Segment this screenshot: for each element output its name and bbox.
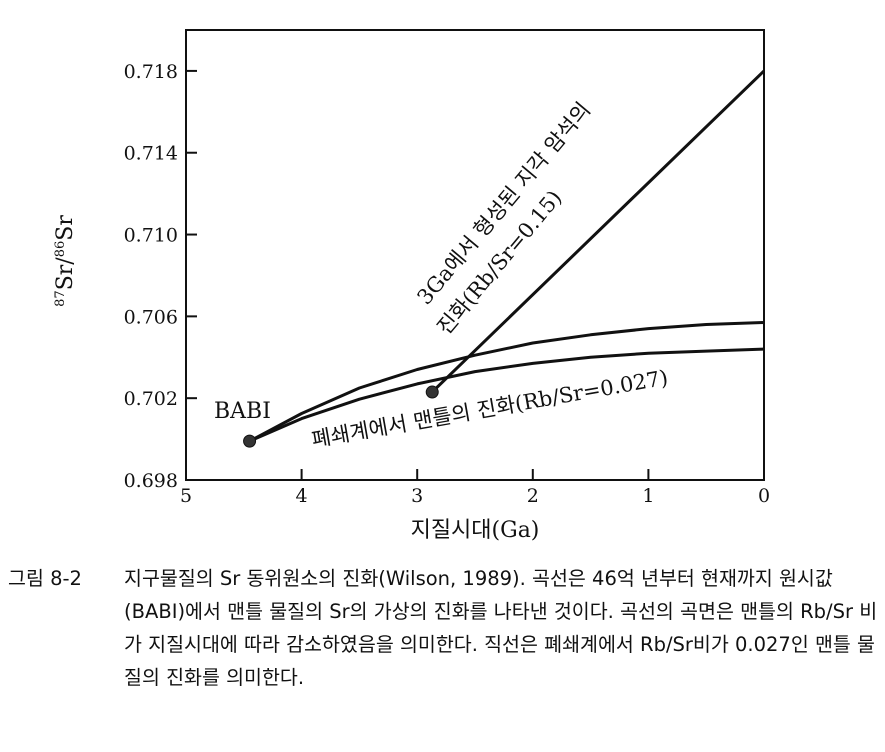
series-line-3: [431, 69, 766, 394]
crust-origin-point: [425, 385, 439, 399]
y-tick-label: 0.718: [124, 61, 178, 83]
x-tick-label: 1: [642, 485, 654, 507]
sr-evolution-chart: 5 4 3 2 1 0 0.698 0.702 0.706 0.710 0.714 0.718 87…: [53, 29, 770, 543]
x-tick-label: 3: [411, 485, 423, 507]
plot-frame: [185, 29, 765, 481]
y-tick-label: 0.710: [124, 225, 178, 247]
y-axis-label: 87Sr/86Sr: [53, 215, 78, 307]
babi-point: [243, 434, 257, 448]
points-layer: [243, 385, 439, 448]
x-tick-label: 4: [296, 485, 308, 507]
x-tick-label: 0: [758, 485, 770, 507]
series-layer: [248, 69, 766, 443]
mantle-annotation: 폐쇄계에서 맨틀의 진화(Rb/Sr=0.027): [310, 366, 670, 452]
x-tick-label: 2: [527, 485, 539, 507]
caption-number: 그림 8-2: [8, 567, 82, 590]
crust-annotation-line1: 3Ga에서 형성된 지각 암석의: [412, 98, 595, 309]
y-tick-label: 0.706: [124, 306, 178, 328]
y-axis-ticks: 0.698 0.702 0.706 0.710 0.714 0.718: [124, 61, 197, 492]
y-tick-label: 0.698: [124, 470, 178, 492]
x-axis-ticks: 5 4 3 2 1 0: [180, 469, 770, 507]
series-line-1: [248, 321, 765, 443]
series-line-2: [249, 347, 765, 443]
y-tick-label: 0.702: [124, 388, 178, 410]
babi-annotation: BABI: [214, 399, 271, 424]
x-axis-label: 지질시대(Ga): [411, 518, 540, 543]
y-tick-label: 0.714: [124, 143, 178, 165]
x-tick-label: 5: [180, 485, 192, 507]
caption-text: 지구물질의 Sr 동위원소의 진화(Wilson, 1989). 곡선은 46억…: [124, 567, 878, 689]
